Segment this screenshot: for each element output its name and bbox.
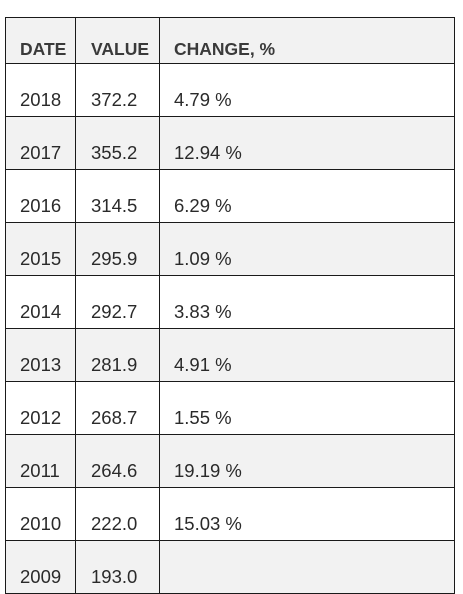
cell-value: 292.7 — [75, 275, 160, 329]
cell-date: 2014 — [5, 275, 76, 329]
data-table: DATE VALUE CHANGE, % 2018 372.2 4.79 % 2017… — [5, 17, 455, 594]
cell-date: 2018 — [5, 63, 76, 117]
cell-change: 4.91 % — [159, 328, 455, 382]
cell-change: 1.55 % — [159, 381, 455, 435]
cell-change: 15.03 % — [159, 487, 455, 541]
table-row: 2011 264.6 19.19 % — [5, 434, 455, 488]
table-header: DATE VALUE CHANGE, % — [5, 17, 455, 64]
cell-value: 314.5 — [75, 169, 160, 223]
cell-date: 2013 — [5, 328, 76, 382]
table-row: 2013 281.9 4.91 % — [5, 328, 455, 382]
column-header-date: DATE — [5, 17, 76, 64]
cell-date: 2017 — [5, 116, 76, 170]
table-body: 2018 372.2 4.79 % 2017 355.2 12.94 % 2016 314.5… — [5, 63, 455, 594]
table-row: 2016 314.5 6.29 % — [5, 169, 455, 223]
table-row: 2014 292.7 3.83 % — [5, 275, 455, 329]
table-row: 2017 355.2 12.94 % — [5, 116, 455, 170]
cell-change: 6.29 % — [159, 169, 455, 223]
cell-date: 2011 — [5, 434, 76, 488]
cell-value: 222.0 — [75, 487, 160, 541]
cell-value: 281.9 — [75, 328, 160, 382]
column-header-change: CHANGE, % — [159, 17, 455, 64]
cell-date: 2010 — [5, 487, 76, 541]
cell-change — [159, 540, 455, 594]
table-row: 2012 268.7 1.55 % — [5, 381, 455, 435]
cell-date: 2009 — [5, 540, 76, 594]
cell-change: 4.79 % — [159, 63, 455, 117]
table-row: 2010 222.0 15.03 % — [5, 487, 455, 541]
table-row: 2018 372.2 4.79 % — [5, 63, 455, 117]
table-row: 2009 193.0 — [5, 540, 455, 594]
column-header-value: VALUE — [75, 17, 160, 64]
cell-value: 268.7 — [75, 381, 160, 435]
cell-date: 2012 — [5, 381, 76, 435]
cell-change: 1.09 % — [159, 222, 455, 276]
cell-value: 264.6 — [75, 434, 160, 488]
cell-value: 355.2 — [75, 116, 160, 170]
header-row: DATE VALUE CHANGE, % — [5, 17, 455, 64]
cell-value: 295.9 — [75, 222, 160, 276]
cell-date: 2016 — [5, 169, 76, 223]
cell-change: 3.83 % — [159, 275, 455, 329]
table-row: 2015 295.9 1.09 % — [5, 222, 455, 276]
cell-change: 12.94 % — [159, 116, 455, 170]
cell-value: 372.2 — [75, 63, 160, 117]
cell-value: 193.0 — [75, 540, 160, 594]
cell-change: 19.19 % — [159, 434, 455, 488]
cell-date: 2015 — [5, 222, 76, 276]
